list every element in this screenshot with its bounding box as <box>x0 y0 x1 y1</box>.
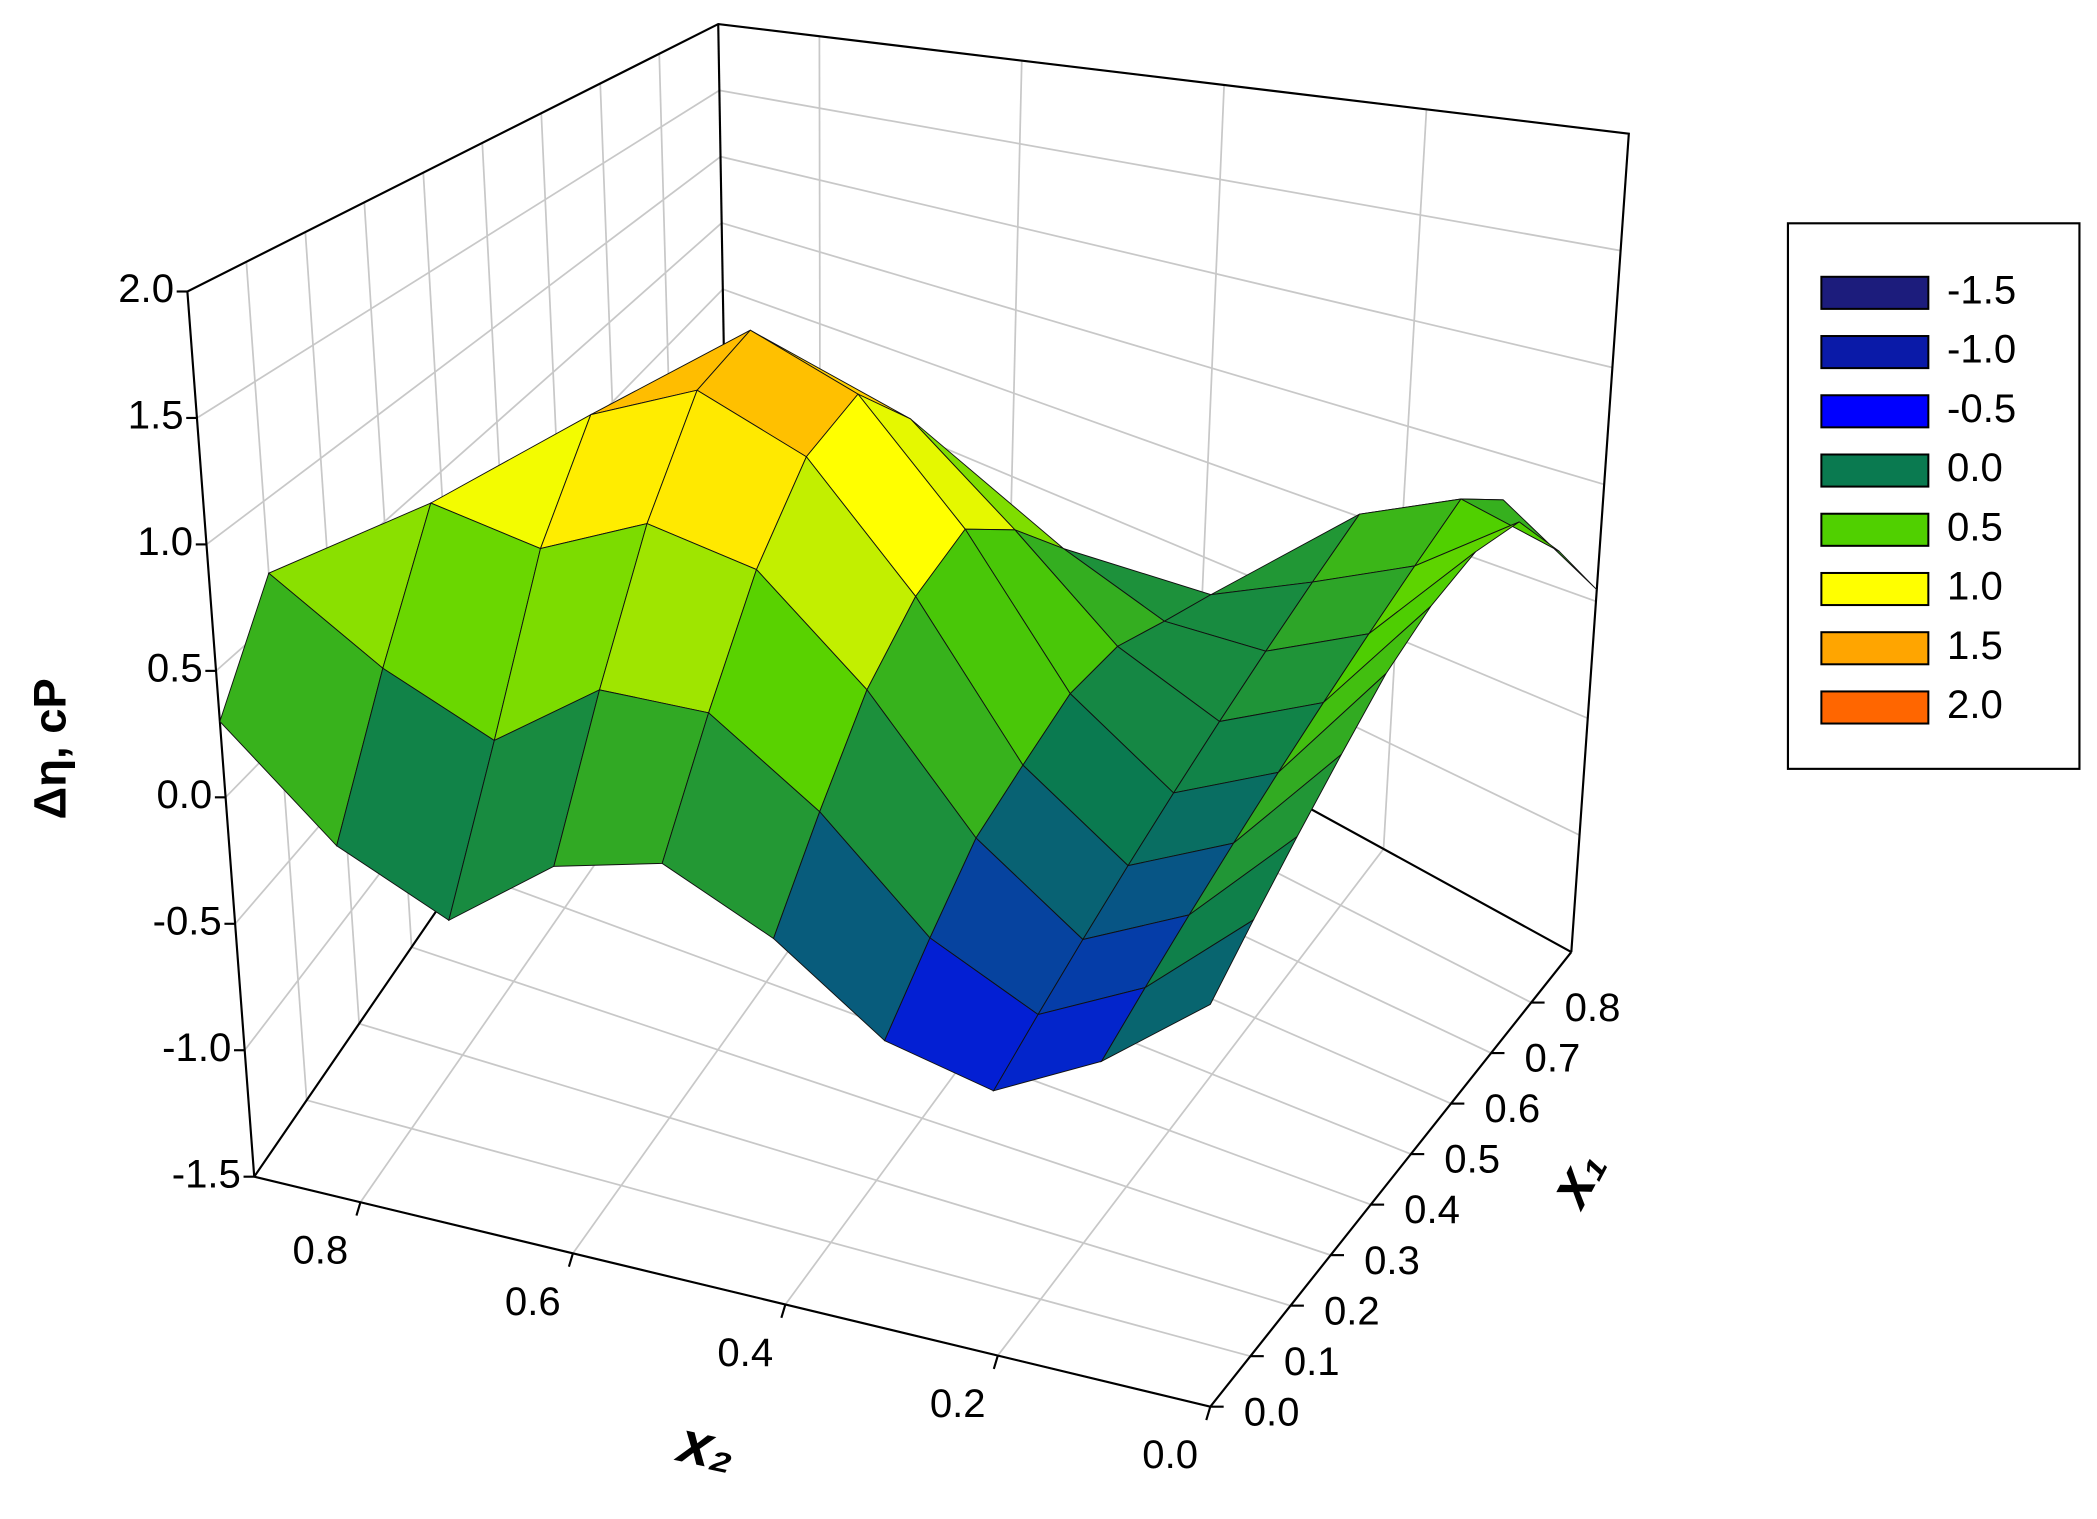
y-tick <box>355 1201 362 1216</box>
surface <box>219 329 1598 1092</box>
x-tick-label: 0.8 <box>1565 986 1621 1030</box>
y-tick-label: 0.8 <box>292 1229 348 1273</box>
y-tick-label: 0.6 <box>505 1280 561 1324</box>
x-tick-label: 0.3 <box>1364 1239 1420 1283</box>
grid-line <box>411 946 1331 1256</box>
x-tick-label: 0.1 <box>1284 1340 1340 1384</box>
x-tick-label: 0.4 <box>1404 1188 1460 1232</box>
grid-line <box>719 89 1621 252</box>
legend: -1.5 -1.0 -0.5 0.0 0.5 1.0 1.5 2.0 <box>1820 268 2016 727</box>
grid-line <box>720 155 1613 369</box>
z-tick-label: 2.0 <box>118 267 174 311</box>
z-tick-label: 1.5 <box>128 394 184 438</box>
legend-label: -0.5 <box>1947 387 2016 431</box>
legend-label: 1.0 <box>1947 565 2003 609</box>
z-tick-label: 1.0 <box>137 520 193 564</box>
grid-line <box>1382 109 1428 849</box>
z-tick-label: -1.5 <box>172 1152 241 1196</box>
legend-box <box>1786 222 2081 770</box>
z-axis-label: Δη, cP <box>25 678 76 819</box>
legend-swatch <box>1820 275 1930 310</box>
grid-line <box>997 848 1385 1357</box>
legend-swatch <box>1820 690 1930 725</box>
y-tick <box>1205 1406 1212 1421</box>
x-axis-label: x₁ <box>1535 1139 1619 1219</box>
legend-label: 0.5 <box>1947 505 2003 549</box>
surface-cell <box>1100 918 1255 1063</box>
z-tick-label: 0.0 <box>156 773 212 817</box>
ticks: -1.5 -1.0 -0.5 0.0 0.5 1.0 1.5 2.0 0.0 0.2 0.4 0.6 0… <box>118 267 1620 1477</box>
y-tick-label: 0.2 <box>930 1382 986 1426</box>
x-tick-label: 0.5 <box>1444 1138 1500 1182</box>
grid-line <box>358 1022 1291 1307</box>
legend-swatch <box>1820 335 1930 370</box>
grid-line <box>196 89 720 419</box>
y-tick-label: 0.4 <box>717 1331 773 1375</box>
x-tick-label: 0.0 <box>1244 1390 1300 1434</box>
y-tick <box>567 1253 574 1268</box>
y-tick-label: 0.0 <box>1142 1433 1198 1477</box>
z-tick-label: -1.0 <box>162 1026 231 1070</box>
legend-swatch <box>1820 512 1930 547</box>
y-tick <box>992 1355 999 1370</box>
legend-label: 0.0 <box>1947 446 2003 490</box>
legend-label: 1.5 <box>1947 624 2003 668</box>
grid-line <box>306 1099 1251 1358</box>
x-tick-label: 0.2 <box>1324 1289 1380 1333</box>
z-tick-label: -0.5 <box>153 899 222 943</box>
x-tick-label: 0.6 <box>1484 1087 1540 1131</box>
legend-swatch <box>1820 453 1930 488</box>
grid-line <box>721 222 1605 486</box>
z-tick-label: 0.5 <box>147 646 203 690</box>
legend-label: -1.5 <box>1947 268 2016 312</box>
x-tick-label: 0.7 <box>1525 1037 1581 1081</box>
legend-label: 2.0 <box>1947 683 2003 727</box>
grid-line <box>205 155 722 546</box>
y-axis-label: x₂ <box>670 1409 740 1485</box>
legend-swatch <box>1820 571 1930 607</box>
legend-swatch <box>1820 631 1930 666</box>
legend-swatch <box>1820 394 1930 429</box>
legend-label: -1.0 <box>1947 328 2016 372</box>
y-tick <box>780 1304 787 1319</box>
